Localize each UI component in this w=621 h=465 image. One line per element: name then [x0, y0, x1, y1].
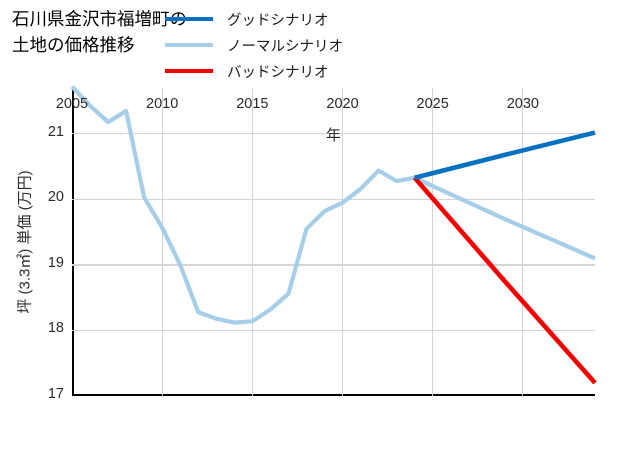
x-tick-label: 2025: [416, 96, 449, 112]
y-tick-label: 19: [47, 254, 64, 271]
gridline-horizontal: [72, 329, 595, 332]
plot-frame: [72, 88, 595, 396]
legend-item-normal-scenario[interactable]: ノーマルシナリオ: [165, 32, 343, 58]
legend-item-bad-scenario[interactable]: バッドシナリオ: [165, 58, 343, 84]
y-tick-label: 21: [47, 123, 64, 140]
plot-area: 17 18 19 20 21 2005 2010 2015 2020 2025 2030 年: [48, 85, 597, 402]
series-lines: [70, 85, 597, 385]
series-line: [70, 85, 596, 325]
series-line: [414, 130, 596, 181]
legend-label: グッドシナリオ: [227, 12, 329, 29]
legend-swatch-icon: [165, 16, 213, 22]
series-line: [412, 176, 597, 385]
x-tick-label: 2030: [506, 96, 539, 112]
legend-label: バッドシナリオ: [227, 64, 329, 81]
gridline-horizontal: [72, 264, 595, 266]
y-tick-label: 17: [47, 386, 64, 402]
gridline-vertical: [432, 88, 434, 396]
legend-swatch-icon: [165, 68, 213, 74]
legend-item-good-scenario[interactable]: グッドシナリオ: [165, 6, 343, 32]
gridline-vertical: [522, 88, 524, 396]
x-tick-label: 2010: [146, 96, 179, 112]
x-tick-label: 2015: [236, 96, 269, 112]
y-tick-label: 20: [47, 189, 64, 206]
gridline-horizontal: [72, 133, 595, 135]
y-tick-label: 18: [47, 320, 64, 337]
y-axis-label-wrap: 坪 (3.3㎡) 単価 (万円): [17, 88, 34, 396]
gridline-vertical: [161, 88, 163, 396]
gridline-horizontal: [72, 198, 595, 200]
gridline-vertical: [341, 88, 344, 396]
page-title: 石川県金沢市福増町の 土地の価格推移: [12, 9, 187, 55]
y-axis-label: 坪 (3.3㎡) 単価 (万円): [16, 170, 34, 314]
x-tick-label: 2020: [326, 96, 359, 112]
legend-swatch-icon: [165, 42, 213, 48]
gridline-vertical: [251, 88, 253, 396]
legend-label: ノーマルシナリオ: [227, 38, 343, 55]
x-axis-label: 年: [325, 127, 341, 144]
legend: グッドシナリオ ノーマルシナリオ バッドシナリオ: [165, 6, 343, 84]
x-tick-label: 2005: [55, 96, 89, 112]
